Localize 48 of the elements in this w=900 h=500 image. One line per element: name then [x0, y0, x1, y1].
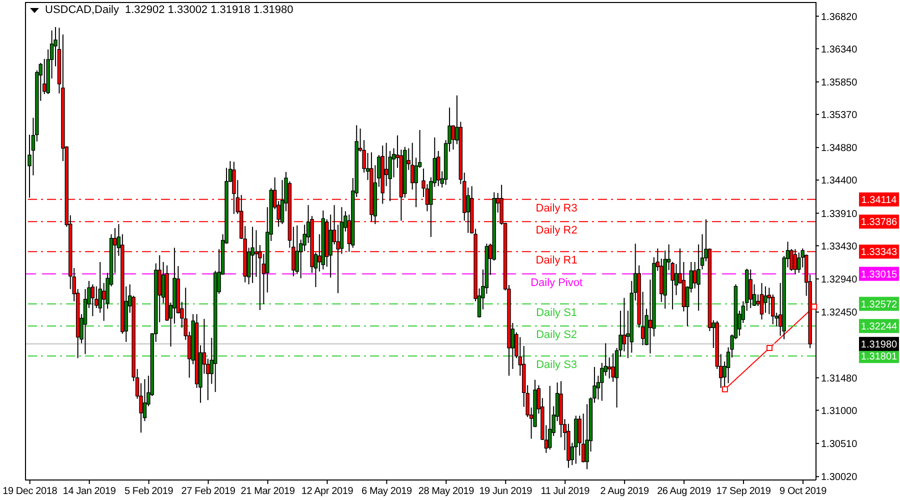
ref-line-label: Daily R2 [536, 224, 578, 237]
x-tick-label: 27 Feb 2019 [181, 486, 236, 497]
point [766, 344, 773, 351]
x-tick-label: 6 May 2019 [362, 486, 412, 497]
y-tick-label: 1.35370 [821, 110, 858, 121]
text: 1.34114 [861, 194, 898, 206]
text: 1.33786 [860, 217, 898, 228]
text: 1.31801 [860, 352, 898, 363]
ref-line-label: Daily S1 [536, 306, 578, 319]
text: 1.33015 [860, 269, 898, 280]
x-tick-label: 5 Feb 2019 [124, 486, 174, 497]
x-tick-label: 17 Sep 2019 [716, 486, 772, 497]
ref-line-label: Daily S3 [536, 359, 578, 372]
ref-line-label: Daily R1 [536, 254, 578, 267]
y-tick-label: 1.30510 [821, 438, 858, 450]
text: 1.32572 [860, 299, 898, 310]
x-tick-label: 19 Dec 2018 [2, 486, 58, 497]
ref-line-label: Daily Pivot [530, 276, 583, 289]
y-tick-label: 1.30020 [821, 472, 858, 484]
x-tick-label: 2 Aug 2019 [600, 486, 650, 497]
y-tick-label: 1.33430 [821, 241, 858, 252]
x-tick-label: 11 Jul 2019 [540, 486, 590, 497]
ref-line-label: Daily S2 [536, 329, 578, 342]
x-tick-label: 26 Aug 2019 [657, 486, 712, 497]
y-tick-label: 1.32940 [821, 274, 858, 286]
y-tick-label: 1.36340 [821, 44, 858, 56]
y-tick-label: 1.31480 [821, 373, 858, 384]
y-tick-label: 1.34880 [821, 143, 858, 154]
y-tick-label: 1.33910 [821, 208, 858, 220]
x-tick-label: 21 Mar 2019 [240, 486, 296, 497]
text: 1.33343 [860, 247, 898, 258]
y-tick-label: 1.36820 [821, 12, 858, 23]
chart-title: USDCAD,Daily [45, 4, 119, 17]
x-tick-label: 14 Jan 2019 [62, 486, 116, 497]
point [722, 386, 728, 392]
x-tick-label: 9 Oct 2019 [780, 486, 828, 497]
y-tick-label: 1.32450 [821, 308, 858, 319]
text: 1.31980 [860, 339, 898, 350]
y-tick-label: 1.35850 [821, 77, 858, 88]
x-tick-label: 28 May 2019 [418, 486, 475, 497]
chart-subtitle: 1.32902 1.33002 1.31918 1.31980 [124, 4, 294, 17]
ref-line-label: Daily R3 [536, 202, 578, 214]
y-tick-label: 1.31000 [821, 406, 858, 417]
x-tick-label: 12 Apr 2019 [301, 486, 354, 497]
y-tick-label: 1.34400 [821, 176, 858, 187]
x-tick-label: 19 Jun 2019 [479, 486, 533, 497]
text: 1.32244 [860, 322, 898, 333]
point [811, 304, 818, 310]
